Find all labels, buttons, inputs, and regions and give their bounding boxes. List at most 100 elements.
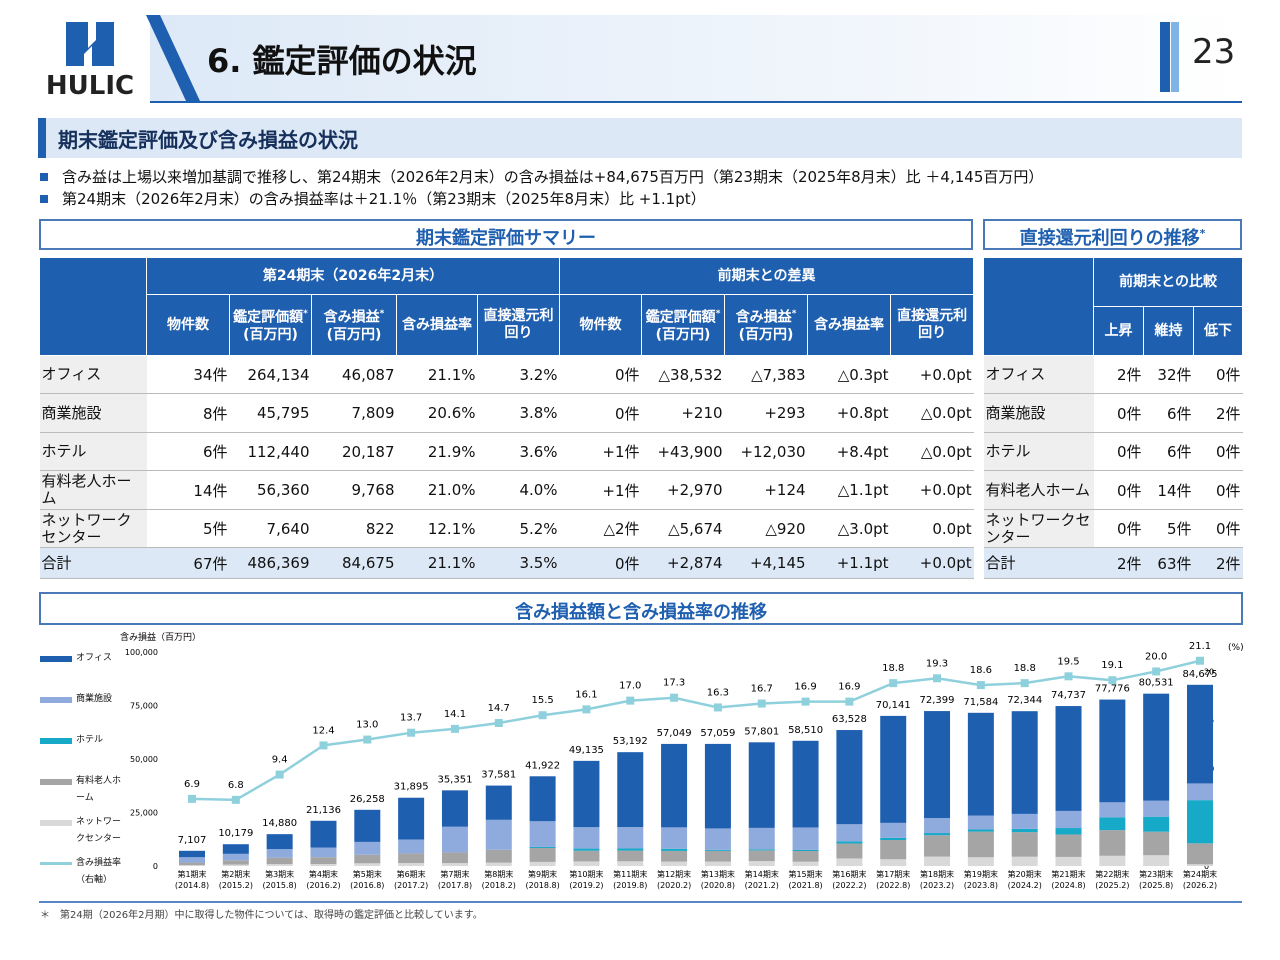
bar-segment [1011, 711, 1038, 814]
total-row: 合計 67件 486,369 84,675 21.1% 3.5% 0件 +2,874 +4,14… [39, 547, 974, 579]
rate-marker [319, 741, 328, 750]
bullet: 第24期末（2026年2月末）の含み損益率は＋21.1％（第23期末（2025年… [40, 188, 706, 209]
bar-segment [704, 828, 731, 850]
table-cell: 63件 [1143, 547, 1194, 579]
rate-label: 9.4 [272, 755, 288, 766]
rate-label: 18.6 [970, 665, 992, 676]
footnote: ＊ 第24期（2026年2月期）中に取得した物件については、取得時の鑑定評価と比… [40, 910, 483, 921]
table-cell: △2件 [559, 509, 642, 548]
bar-segment [1143, 831, 1170, 856]
rate-label: 13.0 [356, 720, 378, 731]
bar-segment [573, 861, 600, 866]
bar-segment [836, 843, 863, 859]
bar-segment [661, 861, 688, 866]
table-cell: +2,970 [641, 470, 725, 510]
y-tick-label: 25,000 [130, 809, 158, 818]
column-header: 物件数 [559, 294, 643, 356]
rate-label: 13.7 [400, 713, 422, 724]
total-label: 57,059 [700, 728, 735, 739]
bar-segment [880, 840, 907, 860]
legend-note: （右軸） [76, 875, 113, 885]
bar-segment [836, 730, 863, 825]
bar-segment [1143, 855, 1170, 866]
bar-segment [1143, 800, 1170, 817]
table-cell: △3.0pt [807, 509, 891, 548]
x-tick-date: (2016.8) [350, 881, 384, 890]
table-cell: 0.0pt [890, 509, 974, 548]
rate-marker [407, 728, 416, 737]
note-mark: * [715, 309, 721, 320]
bar-segment [441, 790, 468, 827]
bar-segment [661, 850, 688, 862]
bar-segment [1099, 699, 1126, 803]
legend-label: オフィス [76, 650, 124, 667]
table-cell: 21.1% [396, 547, 478, 579]
header-row: 前期末との比較 [983, 257, 1244, 356]
bar-segment [266, 857, 293, 865]
table-cell: △920 [724, 509, 808, 548]
row-label: ホテル [39, 432, 147, 471]
table-cell: 14件 [1143, 470, 1194, 510]
bar-segment [179, 857, 205, 863]
column-label: 含み損益 [735, 309, 792, 326]
bar-segment [880, 837, 907, 841]
rate-marker [231, 795, 240, 804]
legend-name: 商業施設 [76, 694, 113, 704]
column-label: 直接還元利回り [483, 308, 554, 341]
total-label: 41,922 [525, 760, 560, 771]
table-cell: +293 [724, 393, 808, 433]
table-cell: 0件 [559, 355, 642, 394]
column-header: 上昇 [1093, 306, 1144, 356]
bar-segment [222, 853, 249, 861]
bar-segment [1055, 810, 1082, 829]
table-cell: +1件 [559, 432, 642, 471]
x-tick-date: (2026.2) [1183, 881, 1217, 890]
bar-segment [836, 841, 863, 844]
x-tick-date: (2022.2) [832, 881, 866, 890]
rate-label: 19.5 [1057, 656, 1079, 667]
bar-segment [967, 815, 994, 830]
row-label: ホテル [983, 432, 1094, 471]
rate-label: 20.0 [1145, 651, 1167, 662]
bar-segment [1143, 816, 1170, 832]
bar-segment [441, 852, 468, 864]
page-bar [1171, 22, 1179, 92]
bar-segment [310, 847, 337, 858]
rate-marker [845, 697, 854, 706]
x-tick-date: (2017.8) [438, 881, 472, 890]
column-label: 直接還元利回り [897, 308, 968, 341]
table-cell: 0件 [559, 547, 642, 579]
rate-label: 19.3 [926, 658, 948, 669]
y2-tick-label: 0 [1204, 862, 1209, 871]
bar-segment [880, 715, 907, 823]
bar-segment [222, 860, 249, 865]
rate-marker [889, 679, 898, 688]
x-tick-date: (2016.2) [306, 881, 340, 890]
bar-segment [617, 752, 644, 828]
table-cell: 9,768 [311, 470, 397, 510]
logo-mark [66, 22, 114, 66]
table-cell: 0件 [1093, 432, 1144, 471]
rate-label: 12.4 [312, 725, 334, 736]
bar-segment [748, 849, 775, 851]
bar-segment [880, 859, 907, 866]
table-row: 商業施設 0件 6件 2件 [983, 393, 1243, 433]
total-label: 70,141 [876, 700, 911, 711]
bar-segment [792, 849, 819, 851]
column-header: 鑑定評価額* (百万円) [641, 294, 726, 356]
column-label: 鑑定評価額 [645, 309, 716, 326]
table-cell: 20,187 [311, 432, 397, 471]
column-header: 低下 [1192, 306, 1244, 356]
rate-label: 14.1 [444, 709, 466, 720]
column-unit: (百万円) [655, 326, 711, 343]
rate-marker [1196, 656, 1204, 665]
table-cell: +4,145 [724, 547, 808, 579]
x-tick-date: (2020.8) [701, 881, 735, 890]
bar-segment [441, 826, 468, 853]
column-header: 直接還元利回り [476, 294, 561, 356]
total-label: 80,531 [1139, 678, 1174, 689]
table-cell: 46,087 [311, 355, 397, 394]
table-cell: 5件 [146, 509, 230, 548]
